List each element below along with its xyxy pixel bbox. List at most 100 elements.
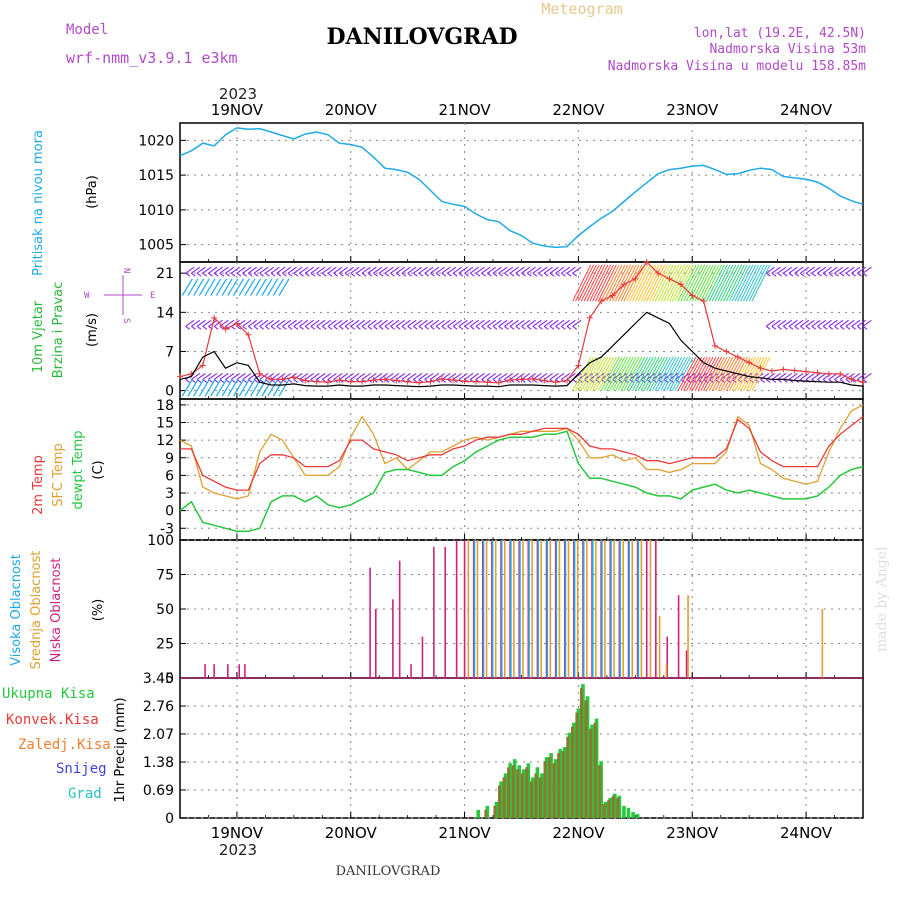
wind-barb: [242, 325, 247, 330]
y-tick-label: 100: [147, 533, 174, 549]
wind-barb-cyan: [181, 379, 193, 397]
wind-barb: [504, 266, 514, 274]
wind-speed-marker: [700, 298, 707, 305]
wind-barb-strong: [595, 356, 614, 391]
wind-barb: [310, 325, 316, 330]
wind-barb: [566, 319, 576, 327]
wind-speed-marker: [438, 375, 445, 382]
wind-barb: [851, 372, 861, 380]
wind-barb: [856, 266, 867, 274]
wind-barb: [452, 272, 458, 277]
wind-barb: [373, 325, 378, 330]
wind-barb: [817, 272, 822, 277]
wind-barb-cyan: [221, 379, 233, 397]
wind-barb: [572, 325, 578, 330]
wind-barb: [782, 272, 788, 277]
wind-barb: [475, 319, 485, 327]
wind-barb: [367, 266, 377, 274]
wind-barb-strong: [703, 356, 723, 391]
y-tick-label: 0: [165, 384, 174, 400]
wind-barb: [839, 266, 849, 274]
precip-bar-total: [631, 811, 635, 818]
wind-barb: [822, 372, 832, 380]
wind-barb: [794, 319, 804, 327]
wind-barb-strong: [674, 264, 694, 302]
wind-speed-marker: [450, 376, 457, 383]
wind-barb: [543, 319, 554, 327]
wind-barb: [845, 325, 851, 330]
precip-bar-convective: [511, 765, 515, 818]
wind-speed-marker: [734, 354, 741, 361]
precip-legend: Ukupna Kisa Konvek.Kisa Zaledj.Kisa Snij…: [2, 686, 111, 802]
wind-speed-marker: [860, 379, 866, 386]
wind-barb: [498, 319, 508, 327]
wind-barb: [765, 325, 771, 330]
wind-barb: [811, 266, 821, 274]
wind-barb: [230, 325, 236, 330]
wind-barb-strong: [637, 264, 657, 302]
wind-barb: [361, 325, 367, 330]
precip-bar-convective: [584, 700, 588, 818]
wind-barb-strong: [711, 356, 731, 391]
precip-bar-convective: [529, 781, 533, 818]
wind-barb: [225, 319, 235, 327]
wind-barb: [321, 319, 332, 327]
wind-barb: [811, 272, 817, 277]
wind-barb: [521, 325, 526, 330]
wind-barb: [208, 272, 213, 277]
wind-barb: [424, 272, 430, 277]
wind-barb: [407, 266, 417, 274]
wind-barb: [299, 319, 309, 327]
pressure-title: Pritisak na nivou mora: [31, 130, 46, 276]
wind-barb: [834, 319, 844, 327]
wind-barb: [526, 272, 532, 277]
wind-barb: [464, 319, 474, 327]
x-tick-label-top: 19NOV: [211, 101, 264, 119]
wind-barb: [817, 319, 827, 327]
wind-barb: [839, 378, 845, 383]
wind-barb-cyan: [238, 379, 250, 397]
wind-barb: [333, 266, 343, 274]
y-tick-label: 2.07: [143, 727, 174, 743]
wind-barb-strong: [694, 264, 714, 302]
y-tick-label: 25: [156, 637, 174, 653]
precip-bar-convective: [543, 761, 547, 818]
y-tick-label: 0: [165, 811, 174, 827]
wind-barb: [487, 372, 497, 380]
wind-barb: [219, 272, 225, 277]
wind-barb: [185, 272, 191, 277]
wind-barb: [555, 325, 561, 330]
y-tick-label: 75: [156, 568, 174, 584]
wind-barb: [247, 266, 258, 274]
wind-barb: [430, 372, 440, 380]
wind-barb-strong: [686, 356, 705, 391]
wind-barb: [401, 272, 407, 277]
wind-barb: [333, 325, 339, 330]
precip-bar-convective: [602, 803, 606, 818]
wind-barb: [219, 266, 229, 274]
wind-barb: [282, 372, 292, 380]
wind-barb-strong: [572, 356, 592, 391]
wind-barb: [487, 319, 497, 327]
wind-barb-strong: [743, 264, 762, 302]
wind-barb: [435, 272, 441, 277]
legend-conv: Konvek.Kisa: [6, 712, 99, 728]
wind-barb: [202, 319, 212, 327]
wind-barb: [543, 272, 549, 277]
wind-barb: [185, 378, 191, 383]
wind-barb: [526, 266, 536, 274]
wind-barb: [293, 378, 299, 383]
wind-barb-strong: [580, 356, 600, 391]
wind-speed-marker: [677, 281, 684, 288]
wind-barb: [418, 319, 428, 327]
wind-speed-marker: [302, 377, 309, 384]
wind-barb: [538, 325, 543, 330]
wind-barb: [282, 319, 292, 327]
wind-barb-strong: [660, 356, 680, 391]
wind-barb: [395, 319, 406, 327]
wind-barb-strong: [654, 356, 674, 391]
wind-speed-marker: [268, 376, 275, 383]
wind-barb: [481, 325, 487, 330]
wind-barb: [526, 378, 532, 383]
